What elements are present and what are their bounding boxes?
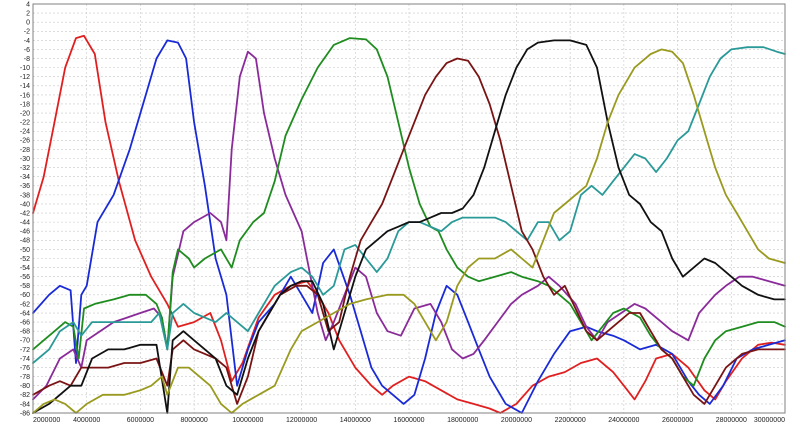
y-tick-label: -34: [20, 174, 30, 181]
y-tick-label: -16: [20, 92, 30, 99]
y-tick-label: -76: [20, 365, 30, 372]
y-tick-label: -18: [20, 101, 30, 108]
y-tick-label: -58: [20, 283, 30, 290]
y-tick-label: -32: [20, 165, 30, 172]
y-tick-label: -24: [20, 129, 30, 136]
x-tick-label: 8000000: [181, 417, 208, 424]
y-tick-label: -46: [20, 229, 30, 236]
y-tick-label: -52: [20, 256, 30, 263]
series-line-4: [32, 37, 786, 387]
series-line-2: [32, 39, 786, 414]
y-tick-label: -48: [20, 238, 30, 245]
y-tick-label: -22: [20, 120, 30, 127]
series-line-7: [32, 39, 786, 414]
y-tick-label: -80: [20, 383, 30, 390]
y-tick-label: -84: [20, 401, 30, 408]
series-lines: [32, 34, 786, 414]
series-line-1: [32, 34, 786, 414]
x-tick-label: 10000000: [232, 417, 263, 424]
y-tick-label: -66: [20, 320, 30, 327]
x-tick-label: 16000000: [393, 417, 424, 424]
y-tick-label: -78: [20, 374, 30, 381]
y-tick-label: -60: [20, 292, 30, 299]
y-tick-label: 0: [26, 20, 30, 27]
y-tick-label: -36: [20, 183, 30, 190]
y-tick-label: -56: [20, 274, 30, 281]
x-tick-label: 18000000: [447, 417, 478, 424]
x-tick-label: 22000000: [555, 417, 586, 424]
grid: [33, 4, 785, 413]
x-tick-label: 14000000: [340, 417, 371, 424]
x-tick-label: 26000000: [662, 417, 693, 424]
y-tick-label: -28: [20, 147, 30, 154]
y-tick-label: -38: [20, 192, 30, 199]
y-tick-label: -72: [20, 347, 30, 354]
y-tick-label: -6: [24, 47, 30, 54]
x-tick-label: 2000000: [33, 417, 60, 424]
x-axis-ticks: 2000000 4000000 6000000 8000000 10000000 1200…: [33, 417, 785, 424]
y-tick-label: 2: [26, 10, 30, 17]
y-tick-label: -20: [20, 110, 30, 117]
y-tick-label: -26: [20, 138, 30, 145]
x-tick-label: 20000000: [501, 417, 532, 424]
series-line-8: [32, 48, 786, 414]
y-tick-label: -70: [20, 338, 30, 345]
y-tick-label: -10: [20, 65, 30, 72]
y-tick-label: -68: [20, 329, 30, 336]
x-tick-label: 24000000: [608, 417, 639, 424]
y-tick-label: -64: [20, 310, 30, 317]
y-axis-ticks: 4 2 0 -2 -4 -6 -8 -10 -12 -14 -16 -18 -20 -22 -24 -26 -2…: [20, 1, 30, 417]
x-tick-label: 4000000: [73, 417, 100, 424]
y-tick-label: -86: [20, 410, 30, 417]
y-tick-label: -8: [24, 56, 30, 63]
y-tick-label: -42: [20, 210, 30, 217]
y-tick-label: -74: [20, 356, 30, 363]
y-tick-label: -50: [20, 247, 30, 254]
y-tick-label: -4: [24, 38, 30, 45]
x-tick-label: 12000000: [286, 417, 317, 424]
y-tick-label: -54: [20, 265, 30, 272]
x-tick-label: 6000000: [127, 417, 154, 424]
y-tick-label: -12: [20, 74, 30, 81]
y-tick-label: 4: [26, 1, 30, 8]
x-tick-label: 28000000: [716, 417, 747, 424]
plot-frame: [32, 3, 786, 414]
y-tick-label: -82: [20, 392, 30, 399]
y-tick-label: -30: [20, 156, 30, 163]
y-tick-label: -44: [20, 220, 30, 227]
y-tick-label: -2: [24, 29, 30, 36]
y-tick-label: -40: [20, 201, 30, 208]
y-tick-label: -62: [20, 301, 30, 308]
x-tick-label: 30000000: [754, 417, 785, 424]
y-tick-label: -14: [20, 83, 30, 90]
